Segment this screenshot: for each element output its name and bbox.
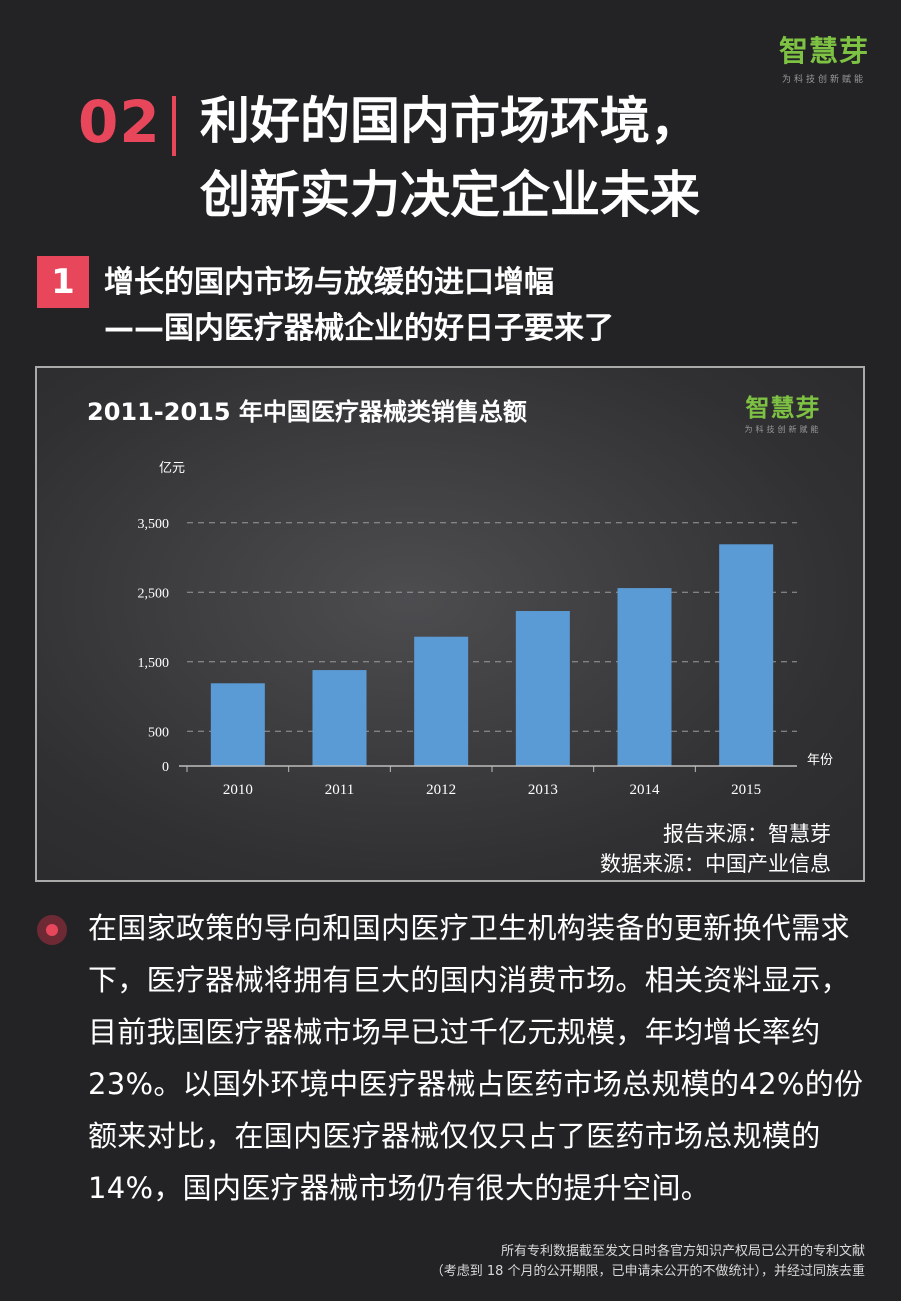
chart-labels: 0 500 1,500 2,500 3,500 2010 2011 2012 2013 2014 2… xyxy=(138,461,834,798)
bullet-icon xyxy=(37,915,67,945)
x-tick-label: 2011 xyxy=(325,782,354,798)
x-tick-label: 2015 xyxy=(731,782,761,798)
bar-2012 xyxy=(414,636,469,766)
bar-2015 xyxy=(719,544,774,766)
chart-bars xyxy=(210,544,774,766)
y-tick-label: 500 xyxy=(148,725,169,740)
y-tick-label: 3,500 xyxy=(138,517,170,532)
page-title-line1: 利好的国内市场环境， xyxy=(200,92,700,150)
data-source: 数据来源：中国产业信息 xyxy=(600,852,831,876)
footnote: 所有专利数据截至发文日时各官方知识产权局已公开的专利文献 （考虑到 18 个月的… xyxy=(431,1242,865,1282)
subsection-title-line1: 增长的国内市场与放缓的进口增幅 xyxy=(104,265,554,300)
chart-gridlines xyxy=(187,522,797,732)
bar-2013 xyxy=(515,611,570,766)
x-axis-label: 年份 xyxy=(807,753,833,768)
brand-logo: 智慧芽 为科技创新赋能 xyxy=(769,28,879,85)
y-axis-label: 亿元 xyxy=(159,461,185,476)
page-title-line2: 创新实力决定企业未来 xyxy=(200,166,700,224)
chart-panel: 2011-2015 年中国医疗器械类销售总额 智慧芽 为科技创新赋能 0 500 1… xyxy=(35,366,865,882)
subsection-number-badge: 1 xyxy=(37,256,89,308)
footnote-line1: 所有专利数据截至发文日时各官方知识产权局已公开的专利文献 xyxy=(500,1244,865,1259)
y-tick-label: 0 xyxy=(162,760,169,775)
x-tick-label: 2010 xyxy=(223,782,253,798)
section-divider xyxy=(172,96,176,156)
subsection-title: 增长的国内市场与放缓的进口增幅 ——国内医疗器械企业的好日子要来了 xyxy=(104,260,614,352)
chart-axes xyxy=(179,765,797,772)
chart-brand-logo: 智慧芽 为科技创新赋能 xyxy=(735,388,831,435)
chart-title: 2011-2015 年中国医疗器械类销售总额 xyxy=(87,398,527,426)
section-number: 02 xyxy=(78,88,161,156)
chart-brand-tagline: 为科技创新赋能 xyxy=(744,425,822,434)
y-tick-label: 1,500 xyxy=(138,656,170,671)
y-tick-label: 2,500 xyxy=(138,586,170,601)
bar-2014 xyxy=(617,588,672,766)
report-source: 报告来源：智慧芽 xyxy=(663,822,831,846)
page-title: 利好的国内市场环境， 创新实力决定企业未来 xyxy=(200,84,700,232)
bar-2010 xyxy=(210,683,265,766)
brand-name: 智慧芽 xyxy=(778,34,869,68)
chart-brand-name: 智慧芽 xyxy=(745,394,821,422)
x-tick-label: 2012 xyxy=(426,782,456,798)
x-tick-label: 2014 xyxy=(630,782,661,798)
x-tick-label: 2013 xyxy=(528,782,558,798)
body-paragraph: 在国家政策的导向和国内医疗卫生机构装备的更新换代需求下，医疗器械将拥有巨大的国内… xyxy=(88,911,864,1205)
bar-2011 xyxy=(312,670,367,766)
subsection-title-line2: ——国内医疗器械企业的好日子要来了 xyxy=(104,311,614,346)
brand-tagline: 为科技创新赋能 xyxy=(781,75,866,85)
footnote-line2: （考虑到 18 个月的公开期限，已申请未公开的不做统计），并经过同族去重 xyxy=(430,1264,865,1279)
bar-chart: 0 500 1,500 2,500 3,500 2010 2011 2012 2013 2014 2… xyxy=(138,461,834,798)
